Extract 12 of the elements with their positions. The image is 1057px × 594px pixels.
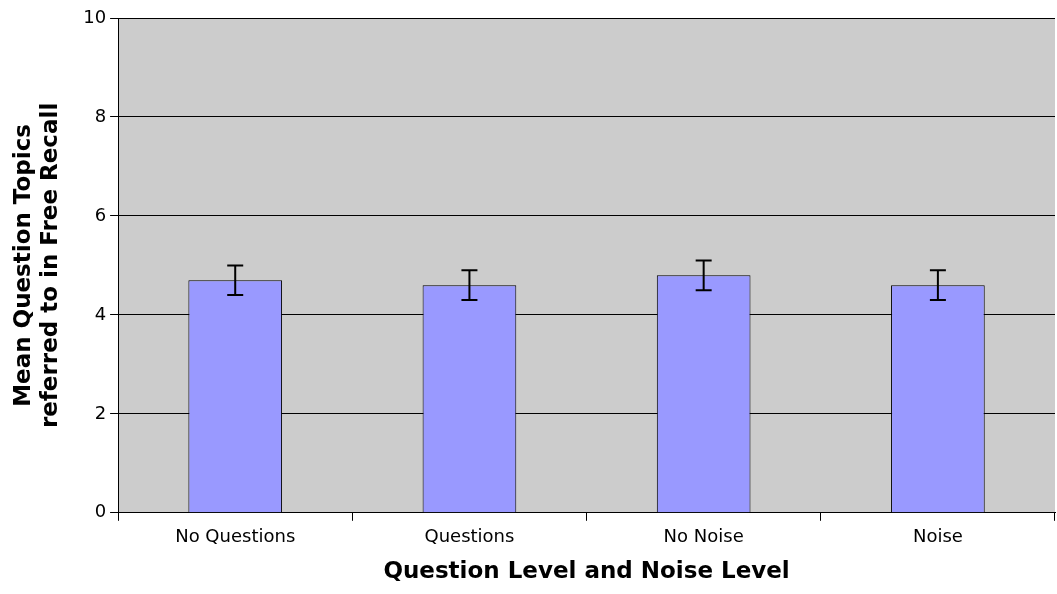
y-tick-label: 10	[83, 5, 107, 27]
x-tick-label: No Noise	[663, 525, 744, 547]
y-tick-label: 0	[94, 500, 107, 522]
x-axis-title: Question Level and Noise Level	[383, 557, 790, 584]
y-axis-title: Mean Question Topics referred to in Free Recall	[8, 102, 63, 429]
y-tick-label: 6	[94, 203, 107, 225]
x-tick-label: No Questions	[175, 525, 296, 547]
x-tick-label: Questions	[424, 525, 515, 547]
y-tick-label: 2	[94, 401, 107, 423]
y-tick-label: 4	[94, 302, 107, 324]
x-tick-label: Noise	[912, 525, 963, 547]
y-tick-label: 8	[94, 104, 107, 126]
